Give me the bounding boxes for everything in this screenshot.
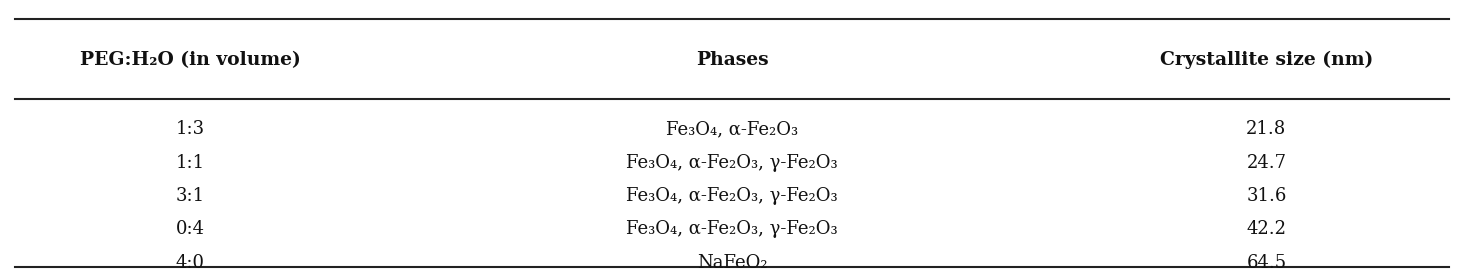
Text: 0:4: 0:4 bbox=[176, 220, 205, 238]
Text: 24.7: 24.7 bbox=[1246, 154, 1287, 172]
Text: Fe₃O₄, α-Fe₂O₃, γ-Fe₂O₃: Fe₃O₄, α-Fe₂O₃, γ-Fe₂O₃ bbox=[627, 187, 837, 205]
Text: 1:3: 1:3 bbox=[176, 120, 205, 138]
Text: 42.2: 42.2 bbox=[1246, 220, 1287, 238]
Text: 21.8: 21.8 bbox=[1246, 120, 1287, 138]
Text: PEG:H₂O (in volume): PEG:H₂O (in volume) bbox=[81, 51, 300, 69]
Text: 31.6: 31.6 bbox=[1246, 187, 1287, 205]
Text: 4:0: 4:0 bbox=[176, 254, 205, 272]
Text: Fe₃O₄, α-Fe₂O₃, γ-Fe₂O₃: Fe₃O₄, α-Fe₂O₃, γ-Fe₂O₃ bbox=[627, 154, 837, 172]
Text: Crystallite size (nm): Crystallite size (nm) bbox=[1159, 51, 1373, 69]
Text: Phases: Phases bbox=[695, 51, 769, 69]
Text: 64.5: 64.5 bbox=[1246, 254, 1287, 272]
Text: NaFeO₂: NaFeO₂ bbox=[697, 254, 767, 272]
Text: 3:1: 3:1 bbox=[176, 187, 205, 205]
Text: Fe₃O₄, α-Fe₂O₃, γ-Fe₂O₃: Fe₃O₄, α-Fe₂O₃, γ-Fe₂O₃ bbox=[627, 220, 837, 238]
Text: 1:1: 1:1 bbox=[176, 154, 205, 172]
Text: Fe₃O₄, α-Fe₂O₃: Fe₃O₄, α-Fe₂O₃ bbox=[666, 120, 798, 138]
